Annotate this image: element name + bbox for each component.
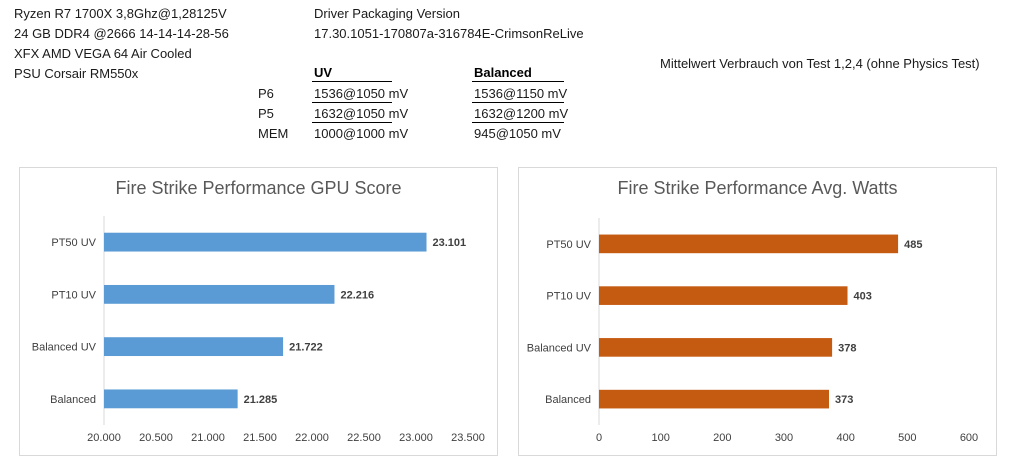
data-label: 373	[835, 394, 853, 406]
data-label: 21.285	[244, 394, 278, 406]
data-label: 403	[854, 291, 872, 303]
tick-label: 0	[596, 432, 602, 444]
tick-label: 22.500	[347, 432, 381, 444]
gpu-score-plot: PT50 UV 23.101 PT10 UV 22.216 Balanced UV 21.…	[32, 216, 485, 444]
category-label: PT50 UV	[51, 237, 96, 249]
spec-gpu: XFX AMD VEGA 64 Air Cooled	[14, 46, 192, 61]
table-row-label: P5	[258, 106, 274, 121]
bar	[104, 284, 335, 304]
table-cell-uv: 1536@1050 mV	[314, 86, 409, 101]
table-row-label: P6	[258, 86, 274, 101]
tick-label: 23.500	[451, 432, 485, 444]
data-label: 22.216	[340, 289, 374, 301]
table-header-balanced: Balanced	[474, 65, 532, 80]
table-cell-underline	[472, 102, 564, 103]
table-cell-balanced: 1536@1150 mV	[474, 86, 568, 101]
data-label: 21.722	[289, 342, 323, 354]
category-label: PT10 UV	[546, 291, 591, 303]
data-label: 23.101	[433, 237, 467, 249]
data-label: 485	[904, 239, 922, 251]
category-label: Balanced	[50, 394, 96, 406]
chart-title: Fire Strike Performance Avg. Watts	[617, 178, 898, 198]
chart-title: Fire Strike Performance GPU Score	[115, 178, 402, 198]
tick-label: 300	[775, 432, 793, 444]
bar	[599, 234, 899, 254]
table-cell-uv: 1000@1000 mV	[314, 126, 409, 141]
category-label: Balanced UV	[527, 342, 592, 354]
consumption-note: Mittelwert Verbrauch von Test 1,2,4 (ohn…	[660, 56, 980, 71]
avg-watts-plot: PT50 UV 485 PT10 UV 403 Balanced UV 378 Balanc…	[527, 218, 978, 444]
table-header-balanced-underline	[472, 81, 564, 82]
table-cell-underline	[312, 102, 392, 103]
category-label: Balanced UV	[32, 342, 97, 354]
category-label: PT50 UV	[546, 239, 591, 251]
bar	[104, 389, 238, 409]
spec-cpu: Ryzen R7 1700X 3,8Ghz@1,28125V	[14, 6, 227, 21]
tick-label: 20.000	[87, 432, 121, 444]
avg-watts-chart: Fire Strike Performance Avg. Watts PT50 …	[518, 167, 997, 456]
bar	[599, 389, 830, 409]
table-row-label: MEM	[258, 126, 289, 141]
tick-label: 23.000	[399, 432, 433, 444]
driver-label: Driver Packaging Version	[314, 6, 460, 21]
table-header-uv-underline	[312, 81, 392, 82]
table-cell-underline	[472, 122, 564, 123]
spec-psu: PSU Corsair RM550x	[14, 66, 139, 81]
tick-label: 100	[651, 432, 669, 444]
table-cell-underline	[312, 122, 392, 123]
bar	[599, 286, 848, 305]
table-cell-balanced: 945@1050 mV	[474, 126, 561, 141]
bar	[104, 232, 427, 252]
bar	[599, 338, 833, 357]
tick-label: 21.000	[191, 432, 225, 444]
tick-label: 400	[836, 432, 854, 444]
table-cell-balanced: 1632@1200 mV	[474, 106, 569, 121]
tick-label: 200	[713, 432, 731, 444]
category-label: PT10 UV	[51, 289, 96, 301]
category-label: Balanced	[545, 394, 591, 406]
tick-label: 20.500	[139, 432, 173, 444]
bar	[104, 337, 284, 357]
tick-label: 22.000	[295, 432, 329, 444]
spec-ram: 24 GB DDR4 @2666 14-14-14-28-56	[14, 26, 229, 41]
tick-label: 500	[898, 432, 916, 444]
table-cell-uv: 1632@1050 mV	[314, 106, 409, 121]
tick-label: 600	[960, 432, 978, 444]
tick-label: 21.500	[243, 432, 277, 444]
table-header-uv: UV	[314, 65, 333, 80]
gpu-score-chart: Fire Strike Performance GPU Score PT50 U…	[19, 167, 498, 456]
data-label: 378	[838, 342, 856, 354]
driver-version: 17.30.1051-170807a-316784E-CrimsonReLive	[314, 26, 584, 41]
